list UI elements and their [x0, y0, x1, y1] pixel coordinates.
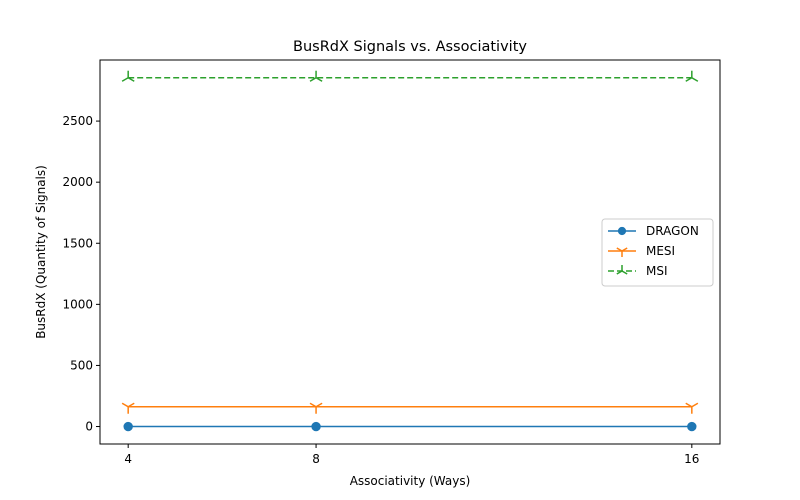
- y-axis-label: BusRdX (Quantity of Signals): [34, 165, 48, 339]
- legend-marker: [616, 265, 628, 275]
- y-axis: 0 500 1000 1500 2000 2500: [62, 114, 100, 434]
- data-point-mesi: [685, 402, 699, 414]
- data-point-mesi: [309, 402, 323, 414]
- legend-marker: [616, 247, 628, 257]
- series-dragon: [123, 421, 697, 432]
- y-tick-label: 1000: [62, 297, 93, 311]
- data-point-dragon: [311, 421, 321, 432]
- legend-item-dragon: DRAGON: [608, 224, 699, 238]
- plot-area: [121, 70, 699, 432]
- data-point-mesi: [121, 402, 135, 414]
- y-tick-label: 2500: [62, 114, 93, 128]
- y-tick-label: 0: [85, 420, 93, 434]
- y-tick-label: 500: [70, 358, 93, 372]
- y-tick-label: 2000: [62, 175, 93, 189]
- x-tick-label: 4: [124, 452, 132, 466]
- legend-box: [601, 218, 714, 287]
- legend-label: MESI: [646, 244, 675, 258]
- series-mesi: [121, 402, 699, 414]
- data-point-msi: [121, 70, 135, 82]
- x-axis: 4 8 16: [124, 444, 699, 466]
- legend-label: DRAGON: [646, 224, 699, 238]
- series-msi: [121, 70, 699, 82]
- axes-frame: [99, 59, 721, 445]
- x-axis-label: Associativity (Ways): [350, 474, 471, 488]
- legend-item-msi: MSI: [608, 264, 668, 278]
- y-tick-label: 1500: [62, 236, 93, 250]
- chart-title: BusRdX Signals vs. Associativity: [293, 39, 527, 55]
- legend-item-mesi: MESI: [608, 244, 675, 258]
- legend-marker: [617, 226, 627, 236]
- data-point-dragon: [687, 421, 697, 432]
- legend: DRAGON MESI MSI: [601, 218, 714, 287]
- data-point-msi: [685, 70, 699, 82]
- data-point-msi: [309, 70, 323, 82]
- legend-label: MSI: [646, 264, 668, 278]
- x-tick-label: 8: [312, 452, 320, 466]
- x-tick-label: 16: [684, 452, 699, 466]
- data-point-dragon: [123, 421, 133, 432]
